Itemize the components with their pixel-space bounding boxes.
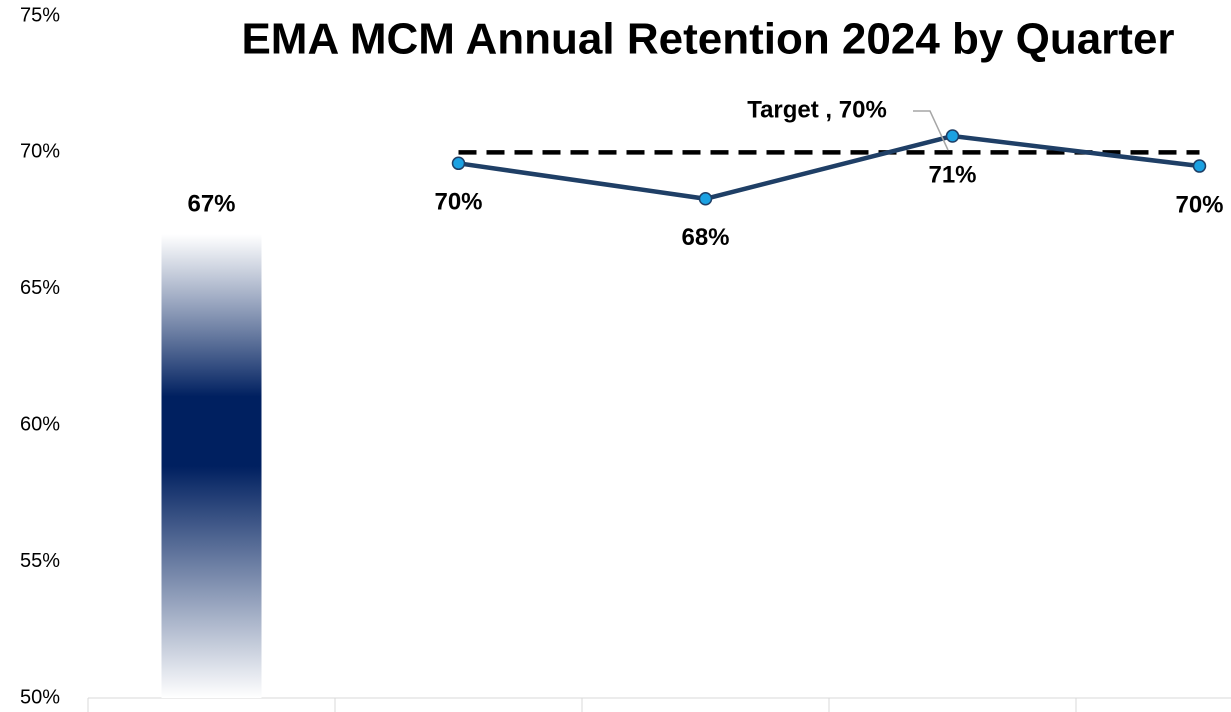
target-label: Target , 70%	[747, 96, 887, 123]
y-tick-label: 65%	[20, 277, 60, 299]
x-tick-label: MCM Q4 2024	[1134, 710, 1231, 712]
data-label: 67%	[187, 191, 235, 218]
x-tick-label: MCM Q2 2024	[640, 710, 770, 712]
data-label: 68%	[681, 224, 729, 251]
bar	[161, 234, 262, 699]
x-tick-label: Baseline 2023	[148, 710, 275, 712]
x-tick-label: MCM Q3 2024	[887, 710, 1017, 712]
line	[458, 133, 1200, 202]
data-label: 70%	[434, 189, 482, 216]
y-tick-label: 75%	[20, 4, 60, 26]
data-label: 70%	[1175, 191, 1223, 218]
marker	[945, 129, 960, 143]
marker	[698, 192, 713, 206]
x-tick-label: MCM Q1 2024	[393, 710, 523, 712]
y-tick-label: 50%	[20, 686, 60, 708]
y-tick-label: 70%	[20, 141, 60, 163]
data-label: 71%	[928, 161, 976, 188]
y-tick-label: 55%	[20, 550, 60, 572]
chart-title: EMA MCM Annual Retention 2024 by Quarter	[241, 15, 1174, 64]
leader-line	[913, 110, 949, 151]
y-tick-label: 60%	[20, 413, 60, 435]
marker	[1192, 159, 1207, 173]
marker	[451, 156, 466, 171]
